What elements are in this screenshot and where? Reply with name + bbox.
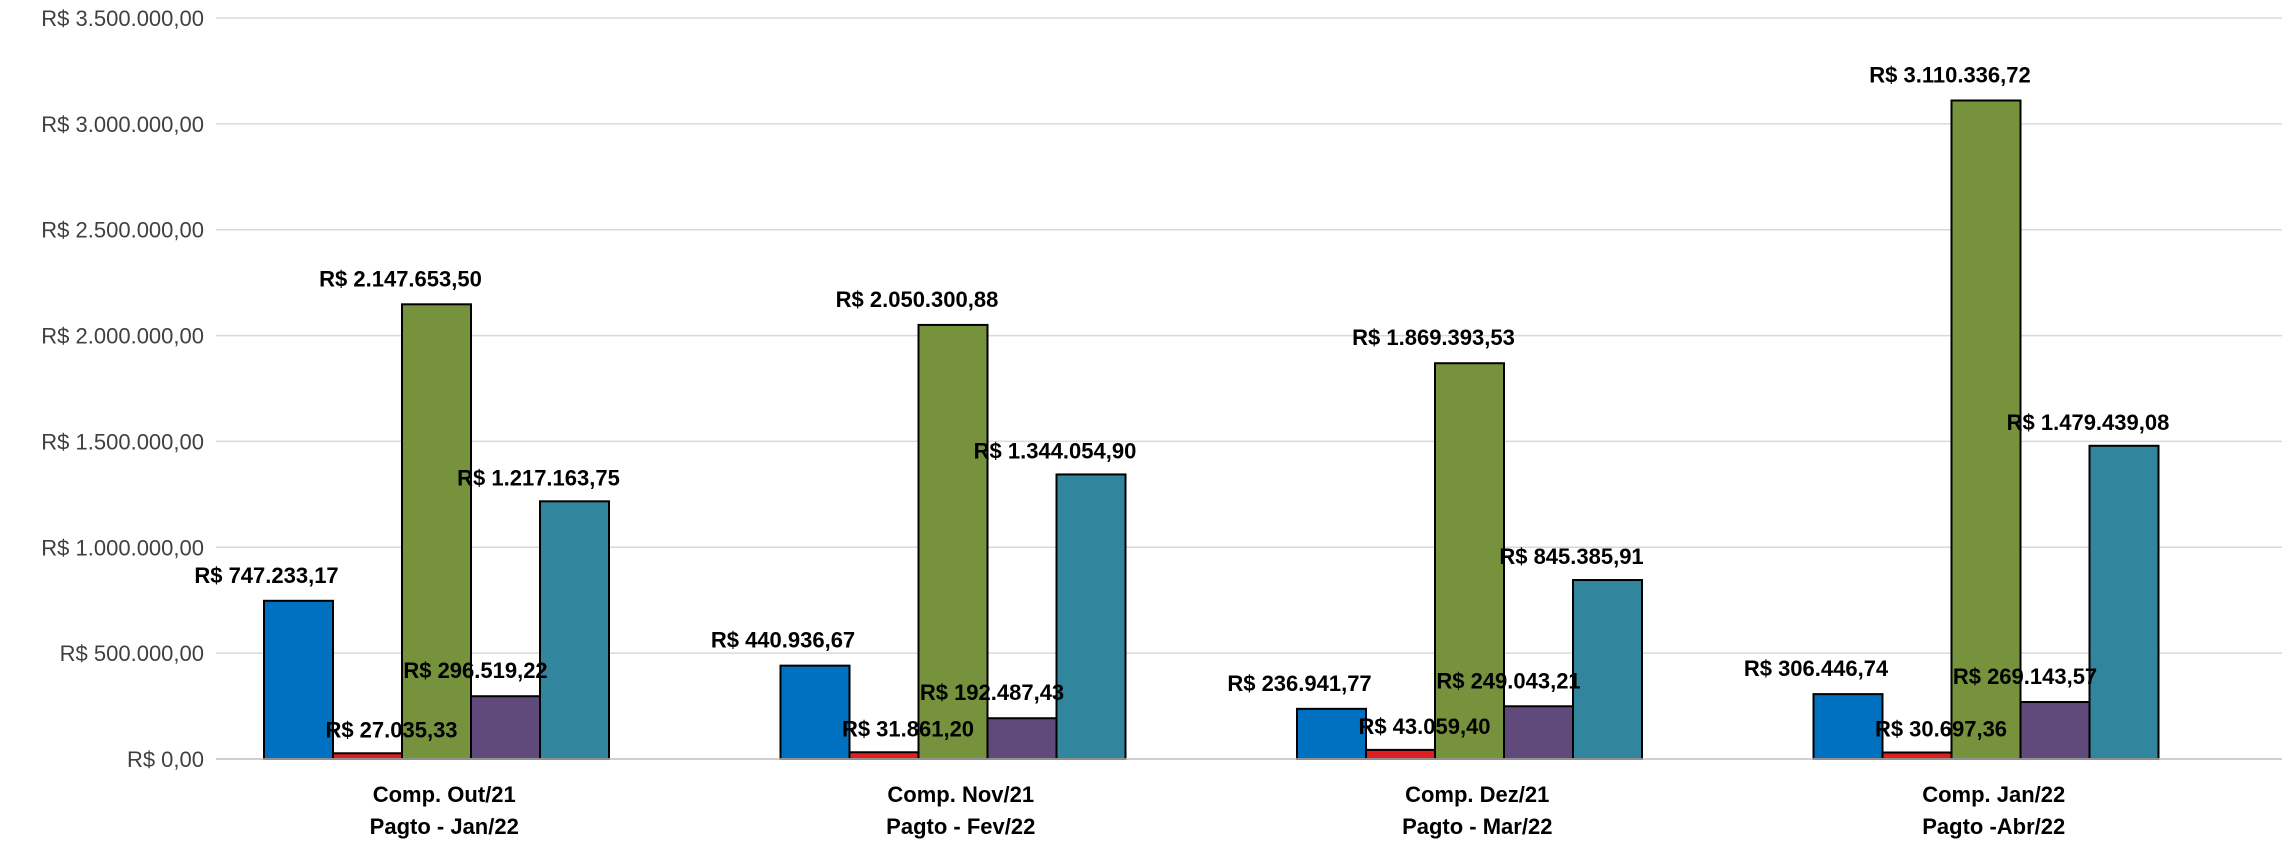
data-label: R$ 192.487,43 bbox=[920, 680, 1064, 705]
x-category-label: Comp. Out/21 bbox=[373, 782, 516, 807]
bar bbox=[986, 717, 1058, 761]
bar bbox=[332, 752, 403, 761]
data-label: R$ 747.233,17 bbox=[194, 563, 338, 588]
y-tick-label: R$ 500.000,00 bbox=[60, 641, 204, 666]
y-tick-label: R$ 2.500.000,00 bbox=[41, 218, 204, 243]
data-label: R$ 236.941,77 bbox=[1227, 671, 1371, 696]
data-label: R$ 1.217.163,75 bbox=[457, 465, 620, 490]
data-label: R$ 27.035,33 bbox=[325, 717, 457, 742]
x-axis-category-labels: Comp. Out/21 Pagto - Jan/22 Comp. Nov/21 Pa… bbox=[370, 782, 2066, 839]
data-labels: R$ 747.233,17 R$ 27.035,33 R$ 2.147.653,50… bbox=[194, 62, 2169, 742]
bar bbox=[1365, 748, 1436, 761]
bar bbox=[1812, 693, 1884, 760]
bar bbox=[470, 695, 541, 761]
x-category-label: Pagto - Jan/22 bbox=[370, 814, 519, 839]
bar bbox=[1881, 751, 1953, 760]
bar bbox=[539, 500, 610, 760]
y-tick-label: R$ 3.500.000,00 bbox=[41, 6, 204, 31]
y-tick-label: R$ 2.000.000,00 bbox=[41, 324, 204, 349]
y-tick-label: R$ 1.500.000,00 bbox=[41, 429, 204, 454]
x-category-label: Pagto -Abr/22 bbox=[1922, 814, 2065, 839]
bar bbox=[1055, 473, 1127, 760]
bar bbox=[779, 664, 851, 760]
x-category-label: Pagto - Fev/22 bbox=[886, 814, 1035, 839]
x-category-label: Comp. Jan/22 bbox=[1922, 782, 2065, 807]
data-label: R$ 1.869.393,53 bbox=[1352, 325, 1515, 350]
bar bbox=[2019, 701, 2091, 760]
y-tick-label: R$ 0,00 bbox=[127, 747, 204, 772]
y-axis-tick-labels: R$ 0,00 R$ 500.000,00 R$ 1.000.000,00 R$ 1.… bbox=[41, 6, 204, 772]
data-label: R$ 306.446,74 bbox=[1744, 656, 1889, 681]
bar bbox=[1434, 362, 1505, 760]
data-label: R$ 2.147.653,50 bbox=[319, 266, 482, 291]
data-label: R$ 3.110.336,72 bbox=[1869, 62, 2030, 87]
data-label: R$ 296.519,22 bbox=[403, 658, 547, 683]
data-label: R$ 269.143,57 bbox=[1953, 664, 2097, 689]
bar bbox=[1503, 705, 1574, 760]
data-label: R$ 30.697,36 bbox=[1875, 717, 2007, 742]
bar bbox=[2088, 444, 2160, 760]
bar bbox=[1296, 707, 1367, 761]
x-category-label: Pagto - Mar/22 bbox=[1402, 814, 1552, 839]
y-tick-label: R$ 1.000.000,00 bbox=[41, 535, 204, 560]
bar bbox=[848, 751, 920, 760]
data-label: R$ 1.479.439,08 bbox=[2007, 410, 2170, 435]
x-category-label: Comp. Nov/21 bbox=[887, 782, 1034, 807]
data-label: R$ 440.936,67 bbox=[711, 628, 855, 653]
bars bbox=[263, 99, 2160, 761]
bar bbox=[401, 303, 472, 760]
data-label: R$ 2.050.300,88 bbox=[836, 287, 999, 312]
data-label: R$ 845.385,91 bbox=[1499, 544, 1643, 569]
data-label: R$ 43.059,40 bbox=[1358, 714, 1490, 739]
y-tick-label: R$ 3.000.000,00 bbox=[41, 112, 204, 137]
x-category-label: Comp. Dez/21 bbox=[1405, 782, 1549, 807]
bar bbox=[1572, 579, 1643, 760]
data-label: R$ 249.043,21 bbox=[1436, 668, 1580, 693]
bar bbox=[917, 323, 989, 760]
data-label: R$ 31.861,20 bbox=[842, 716, 974, 741]
data-label: R$ 1.344.054,90 bbox=[974, 438, 1137, 463]
bar bbox=[1950, 99, 2022, 761]
bar bbox=[263, 599, 334, 760]
